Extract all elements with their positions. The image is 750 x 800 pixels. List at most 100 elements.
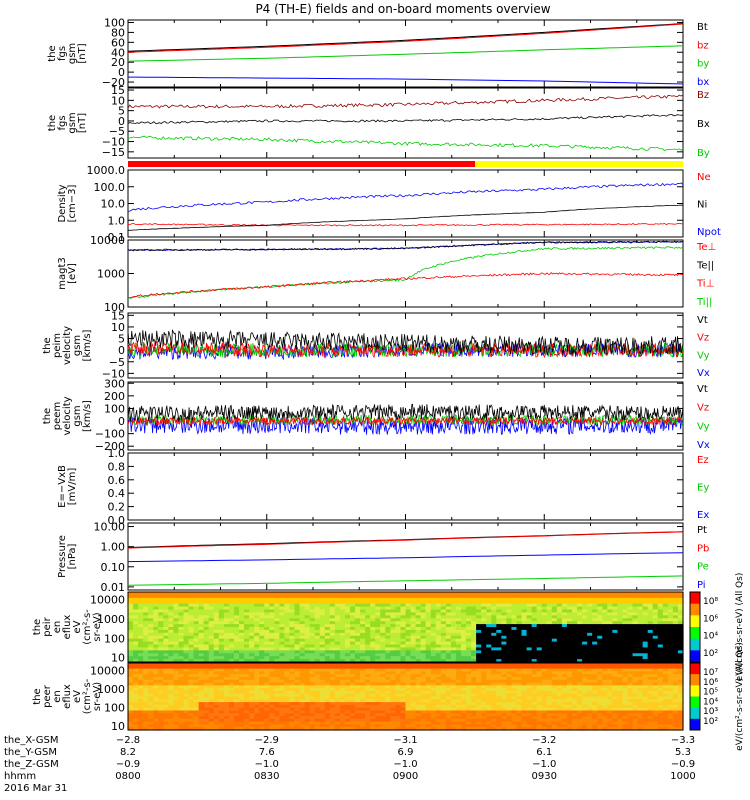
spectrogram-cell (566, 618, 573, 622)
spectrogram-cell (163, 641, 169, 646)
spectrogram-cell (279, 663, 286, 667)
spectrogram-cell (188, 612, 195, 616)
spectrogram-cell (400, 597, 407, 602)
spectrogram-cell (269, 650, 275, 654)
spectrogram-cell (425, 606, 432, 611)
spectrogram-cell (657, 638, 664, 643)
spectrogram-cell (319, 685, 326, 689)
spectrogram-cell (294, 696, 301, 700)
spectrogram-cell (274, 690, 280, 695)
spectrogram-cell (455, 693, 462, 698)
spectrogram-cell (294, 704, 301, 709)
spectrogram-cell (430, 676, 437, 681)
spectrogram-cell (133, 615, 139, 619)
spectrogram-cell (455, 665, 462, 670)
spectrogram-cell (617, 597, 624, 602)
y-axis-label: Density [cm−3] (57, 184, 78, 222)
spectrogram-cell (486, 702, 492, 706)
spectrogram-cell (496, 600, 502, 605)
spectrogram-cell (526, 635, 533, 640)
spectrogram-cell (551, 647, 558, 651)
spectrogram-cell (521, 641, 528, 646)
spectrogram-cell (133, 641, 139, 646)
spectrogram-cell (637, 638, 644, 643)
spectrogram-cell (370, 597, 376, 602)
spectrogram-cell (223, 710, 230, 714)
spectrogram-cell (274, 668, 280, 672)
spectrogram-cell (486, 627, 492, 631)
spectrogram-cell (344, 612, 351, 616)
spectrogram-cell (198, 665, 205, 670)
spectrogram-cell (198, 724, 205, 728)
spectrogram-cell (289, 679, 296, 684)
spectrogram-cell (284, 621, 291, 625)
spectrogram-cell (284, 713, 291, 717)
spectrogram-cell (249, 663, 255, 667)
spectrogram-cell (163, 704, 169, 709)
spectrogram-cell (254, 716, 260, 720)
spectrogram-cell (133, 682, 139, 686)
spectrogram-cell (370, 671, 376, 675)
spectrogram-cell (501, 671, 508, 675)
spectrogram-cell (420, 627, 427, 631)
spectrogram-cell (622, 656, 629, 660)
spectrogram-cell (410, 606, 417, 611)
spectrogram-cell (491, 653, 497, 657)
spectrogram-cell (516, 603, 523, 608)
spectrogram-cell (339, 716, 346, 720)
spectrogram-cell (198, 606, 205, 611)
spectrogram-cell (203, 702, 210, 706)
spectrogram-cell (233, 597, 240, 602)
spectrogram-cell (233, 674, 240, 678)
spectrogram-cell (405, 716, 412, 720)
spectrogram-cell (541, 606, 548, 611)
spectrogram-cell (259, 724, 265, 728)
spectrogram-cell (466, 606, 472, 611)
spectrogram-cell (299, 676, 306, 681)
spectrogram-cell (415, 668, 422, 672)
spectrogram-cell (319, 624, 326, 628)
spectrogram-cell (143, 635, 149, 640)
spectrogram-cell (319, 693, 326, 698)
spectrogram-cell (385, 668, 391, 672)
spectrogram-cell (395, 668, 402, 672)
spectrogram-cell (208, 656, 215, 660)
spectrogram-cell (309, 624, 316, 628)
spectrogram-cell (582, 632, 588, 637)
spectrogram-cell (148, 707, 154, 712)
y-axis-label-line: peir (42, 616, 53, 636)
spectrogram-cell (173, 618, 180, 622)
spectrogram-cell (617, 632, 624, 637)
spectrogram-cell (259, 668, 265, 672)
spectrogram-cell (662, 615, 669, 619)
spectrogram-cell (143, 674, 149, 678)
spectrogram-cell (344, 716, 351, 720)
spectrogram-cell (380, 704, 386, 709)
spectrogram-cell (461, 704, 467, 709)
spectrogram-cell (269, 702, 275, 706)
spectrogram-cell (375, 603, 381, 608)
spectrogram-cell (158, 665, 164, 670)
spectrogram-cell (420, 624, 427, 628)
spectrogram-cell (491, 685, 497, 689)
spectrogram-cell (521, 650, 528, 654)
spectrogram-cell (279, 704, 286, 709)
spectrogram-cell (642, 615, 649, 619)
spectrogram-cell (289, 682, 296, 686)
spectrogram-cell (561, 629, 568, 634)
spectrogram-cell (385, 693, 391, 698)
spectrogram-cell (380, 656, 386, 660)
spectrogram-cell (672, 606, 679, 611)
spectrogram-cell (415, 627, 422, 631)
spectrogram-cell (309, 702, 316, 706)
spectrogram-cell (440, 721, 447, 726)
spectrogram-cell (259, 693, 265, 698)
spectrogram-cell (274, 653, 280, 657)
spectrogram-cell (496, 671, 502, 675)
spectrogram-cell (254, 594, 260, 599)
spectrogram-cell (339, 685, 346, 689)
spectrogram-cell (496, 707, 502, 712)
spectrogram-cell (385, 659, 391, 663)
spectrogram-cell (440, 665, 447, 670)
